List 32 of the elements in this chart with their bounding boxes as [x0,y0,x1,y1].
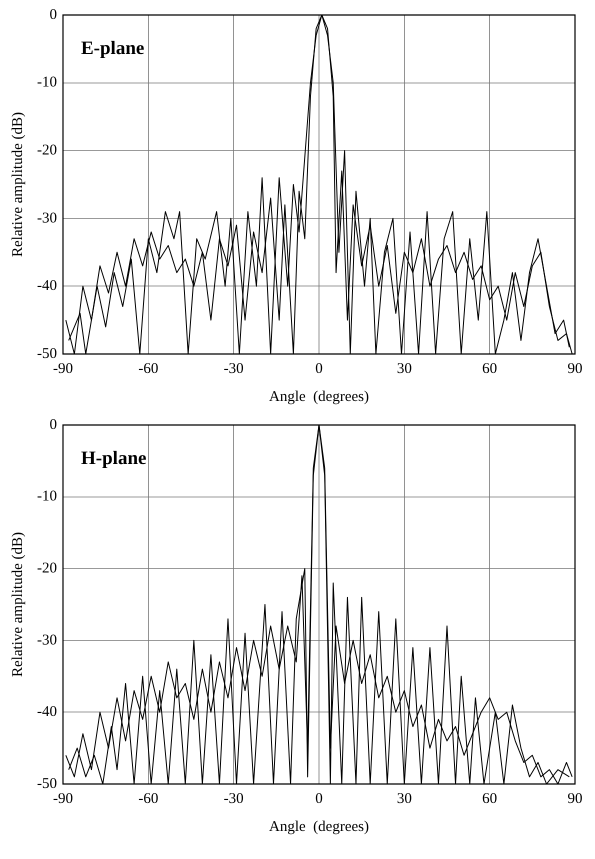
x-tick-label: 0 [315,790,323,807]
x-tick-label: -90 [52,360,73,377]
y-tick-label: -20 [36,142,57,159]
y-tick-label: -50 [36,776,57,792]
x-tick-label: -60 [138,790,158,807]
x-tick-label: 30 [396,790,412,807]
y-tick-label: -10 [36,488,57,505]
x-tick-label: -90 [52,790,73,807]
x-tick-label: 90 [568,790,582,807]
y-tick-label: 0 [49,6,57,23]
y-tick-label: -30 [36,632,57,648]
y-tick-label: 0 [49,416,57,433]
x-tick-label: -60 [138,360,158,377]
x-tick-label: 90 [568,360,582,377]
y-tick-label: -20 [36,560,57,577]
y-tick-label: -10 [36,74,57,91]
y-tick-label: -40 [36,704,57,720]
x-tick-label: 60 [482,360,498,377]
x-axis-title: Angle (degrees) [269,818,369,835]
text: E-plane [80,38,144,59]
y-tick-label: -40 [36,278,57,294]
y-tick-label: -30 [36,210,57,226]
y-axis-title: Relative amplitude (dB) [10,112,26,257]
x-tick-label: 30 [396,360,412,377]
y-axis-title: Relative amplitude (dB) [10,532,26,677]
x-tick-label: 0 [315,360,323,377]
x-tick-label: -30 [224,790,244,807]
x-tick-label: 60 [482,790,498,807]
text: H-plane [80,448,146,469]
x-axis-title: Angle (degrees) [269,388,369,405]
y-tick-label: -50 [36,346,57,362]
x-tick-label: -30 [224,360,244,377]
